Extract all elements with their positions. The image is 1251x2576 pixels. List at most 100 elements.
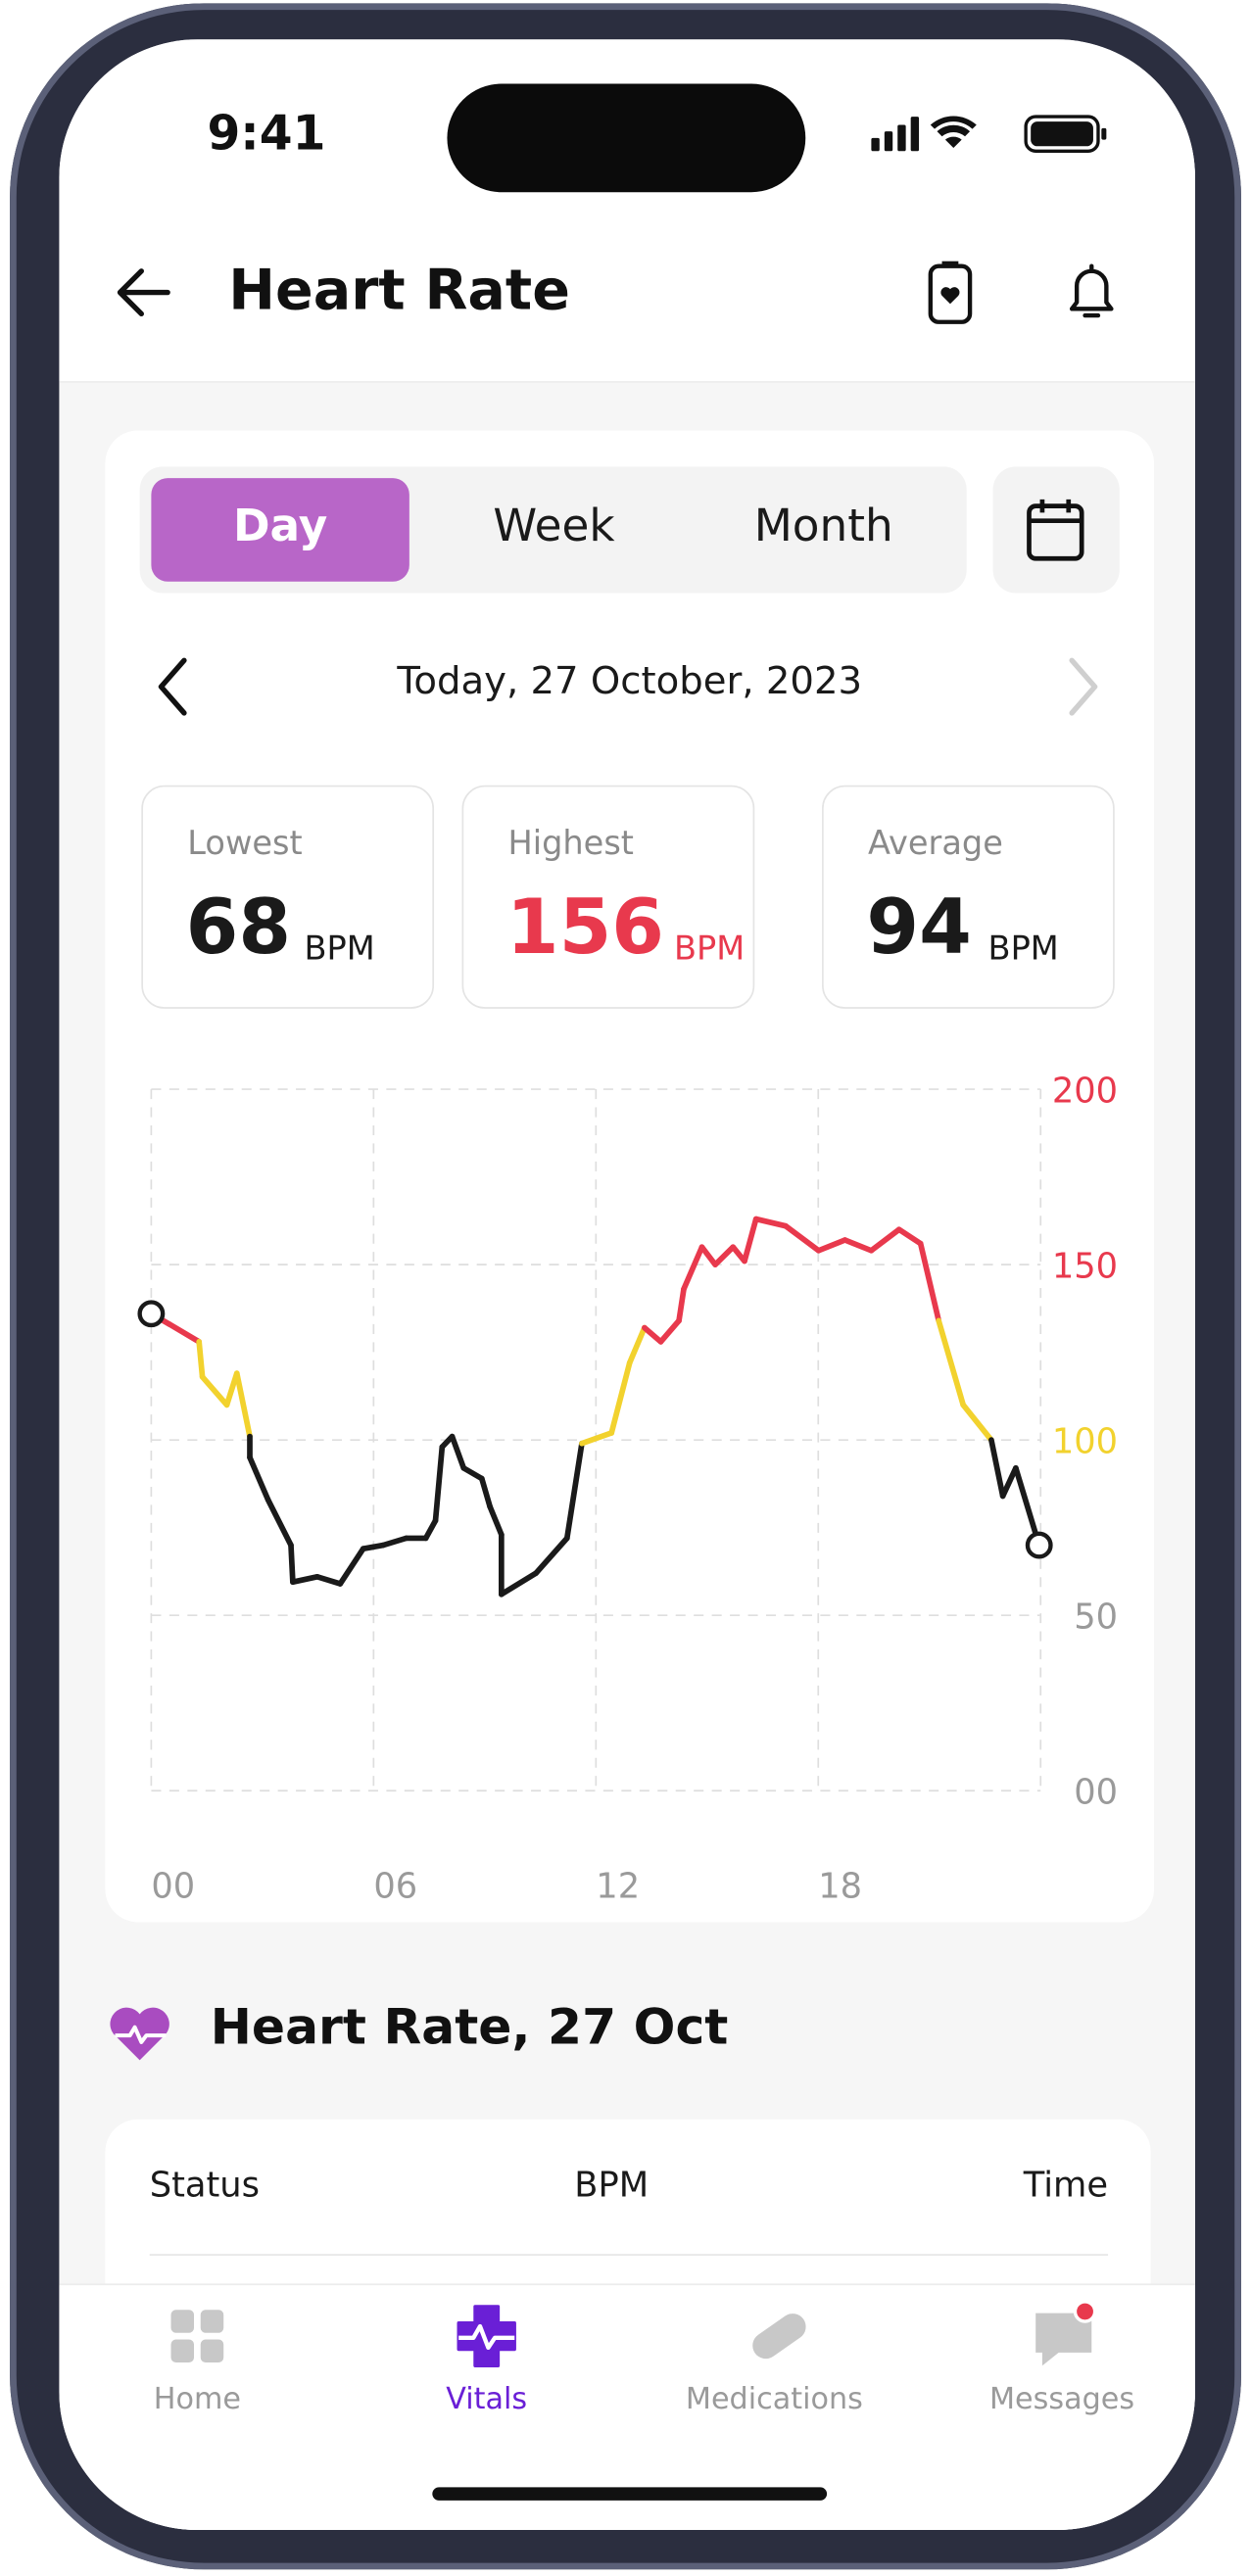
y-tick-label: 50 [1074, 1598, 1118, 1638]
calendar-button[interactable] [992, 466, 1120, 594]
line-segment [815, 1237, 848, 1254]
stat-card: Average 94 BPM [822, 785, 1115, 1009]
home-indicator [432, 2487, 828, 2501]
screen: 9:41 Heart Rate Day Week Month Today, 27… [59, 39, 1195, 2531]
stat-label: Average [868, 823, 1003, 863]
nav-medications[interactable]: Medications [685, 2382, 863, 2417]
line-segment [337, 1546, 366, 1587]
y-tick-label: 100 [1052, 1422, 1118, 1462]
y-tick-label: 200 [1052, 1071, 1118, 1111]
line-segment [895, 1226, 924, 1247]
section-title: Heart Rate, 27 Oct [210, 1999, 729, 2057]
line-segment [868, 1226, 902, 1254]
line-segment [432, 1444, 446, 1524]
home-icon [170, 2310, 224, 2362]
status-time: 9:41 [207, 105, 326, 162]
tab-month[interactable]: Month [753, 501, 893, 552]
x-tick-label: 00 [151, 1866, 195, 1905]
stat-unit: BPM [987, 928, 1059, 968]
line-segment [422, 1517, 439, 1542]
stat-label: Lowest [187, 823, 303, 863]
line-segment [626, 1324, 648, 1366]
stat-unit: BPM [674, 928, 746, 968]
tab-week[interactable]: Week [493, 501, 615, 552]
line-segment [487, 1503, 505, 1538]
back-button[interactable] [112, 262, 177, 321]
nav-home[interactable]: Home [153, 2382, 241, 2417]
tab-day[interactable]: Day [232, 501, 328, 552]
line-segment [196, 1339, 206, 1380]
line-segment [460, 1464, 485, 1482]
stat-card: Lowest 68 BPM [141, 785, 435, 1009]
line-segment [498, 1570, 539, 1598]
end-point [1025, 1531, 1053, 1559]
line-segment [167, 1321, 203, 1345]
line-segment [642, 1324, 664, 1345]
line-segment [917, 1240, 942, 1324]
line-segment [579, 1430, 615, 1447]
line-segment [380, 1535, 409, 1549]
x-tick-label: 12 [596, 1866, 640, 1905]
line-segment [752, 1216, 789, 1229]
line-segment [676, 1286, 687, 1324]
table-header: Status [149, 2165, 261, 2205]
line-segment [783, 1222, 822, 1254]
stat-label: Highest [507, 823, 634, 863]
line-segment [988, 1437, 1006, 1500]
end-point [137, 1300, 166, 1328]
nav-vitals[interactable]: Vitals [446, 2382, 528, 2417]
y-tick-label: 150 [1052, 1247, 1118, 1287]
vitals-icon [457, 2305, 516, 2367]
line-segment [842, 1237, 875, 1254]
calendar-icon [1027, 499, 1084, 561]
line-segment [936, 1317, 967, 1408]
line-segment [265, 1497, 294, 1549]
y-tick-label: 00 [1074, 1773, 1118, 1813]
nav-messages[interactable]: Messages [988, 2382, 1135, 2417]
prev-day[interactable] [148, 654, 197, 720]
stat-unit: BPM [304, 928, 375, 968]
device-button[interactable] [921, 260, 980, 328]
line-segment [478, 1475, 493, 1510]
medications-icon [752, 2314, 806, 2360]
line-segment [199, 1373, 230, 1408]
line-segment [563, 1440, 585, 1542]
stat-value: 156 [505, 882, 665, 972]
chart-card [105, 430, 1155, 1923]
line-segment [712, 1244, 737, 1267]
line-segment [247, 1455, 271, 1503]
stat-value: 68 [185, 882, 292, 972]
date-label: Today, 27 October, 2023 [397, 660, 863, 703]
line-segment [608, 1360, 633, 1436]
messages-icon [1035, 2300, 1097, 2366]
line-segment [742, 1216, 759, 1264]
tab-active-bg [151, 478, 409, 582]
table-divider [149, 2254, 1109, 2256]
notifications-button[interactable] [1059, 257, 1125, 329]
next-day[interactable] [1059, 654, 1108, 720]
line-segment [657, 1317, 682, 1345]
line-segment [698, 1244, 718, 1267]
x-tick-label: 18 [818, 1866, 862, 1905]
x-tick-label: 06 [373, 1866, 417, 1905]
line-segment [288, 1542, 296, 1586]
line-segment [999, 1464, 1019, 1500]
dynamic-island [447, 83, 806, 193]
line-segment [533, 1535, 570, 1577]
status-icons [871, 115, 1107, 153]
line-segment [449, 1433, 467, 1471]
line-segment [960, 1402, 994, 1444]
stat-value: 94 [866, 882, 972, 972]
line-segment [313, 1573, 344, 1587]
line-segment [681, 1244, 705, 1293]
table-header: BPM [574, 2165, 650, 2205]
stat-card: Highest 156 BPM [461, 785, 755, 1009]
line-segment [360, 1542, 387, 1552]
chart: 00 50 100 150 200 00 06 12 18 [137, 1071, 1118, 1906]
heart-icon [110, 2007, 169, 2061]
line-segment [233, 1370, 253, 1440]
line-segment [290, 1573, 320, 1586]
page-title: Heart Rate [228, 258, 570, 324]
